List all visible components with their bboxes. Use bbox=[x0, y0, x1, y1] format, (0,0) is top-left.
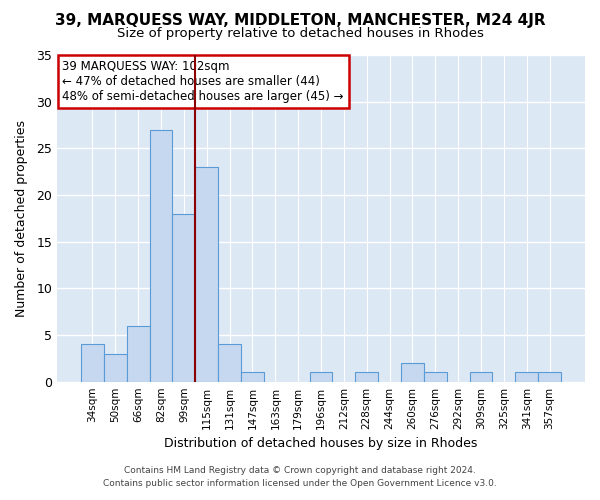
Y-axis label: Number of detached properties: Number of detached properties bbox=[15, 120, 28, 317]
Bar bbox=[149, 130, 172, 382]
Bar bbox=[355, 372, 378, 382]
Bar bbox=[172, 214, 196, 382]
X-axis label: Distribution of detached houses by size in Rhodes: Distribution of detached houses by size … bbox=[164, 437, 478, 450]
Bar bbox=[104, 354, 127, 382]
Bar bbox=[515, 372, 538, 382]
Bar bbox=[218, 344, 241, 382]
Bar bbox=[196, 167, 218, 382]
Bar bbox=[538, 372, 561, 382]
Text: 39 MARQUESS WAY: 102sqm
← 47% of detached houses are smaller (44)
48% of semi-de: 39 MARQUESS WAY: 102sqm ← 47% of detache… bbox=[62, 60, 344, 103]
Text: 39, MARQUESS WAY, MIDDLETON, MANCHESTER, M24 4JR: 39, MARQUESS WAY, MIDDLETON, MANCHESTER,… bbox=[55, 12, 545, 28]
Bar bbox=[401, 363, 424, 382]
Bar bbox=[81, 344, 104, 382]
Bar bbox=[424, 372, 447, 382]
Bar bbox=[127, 326, 149, 382]
Bar bbox=[470, 372, 493, 382]
Bar bbox=[310, 372, 332, 382]
Text: Contains HM Land Registry data © Crown copyright and database right 2024.
Contai: Contains HM Land Registry data © Crown c… bbox=[103, 466, 497, 487]
Text: Size of property relative to detached houses in Rhodes: Size of property relative to detached ho… bbox=[116, 28, 484, 40]
Bar bbox=[241, 372, 264, 382]
